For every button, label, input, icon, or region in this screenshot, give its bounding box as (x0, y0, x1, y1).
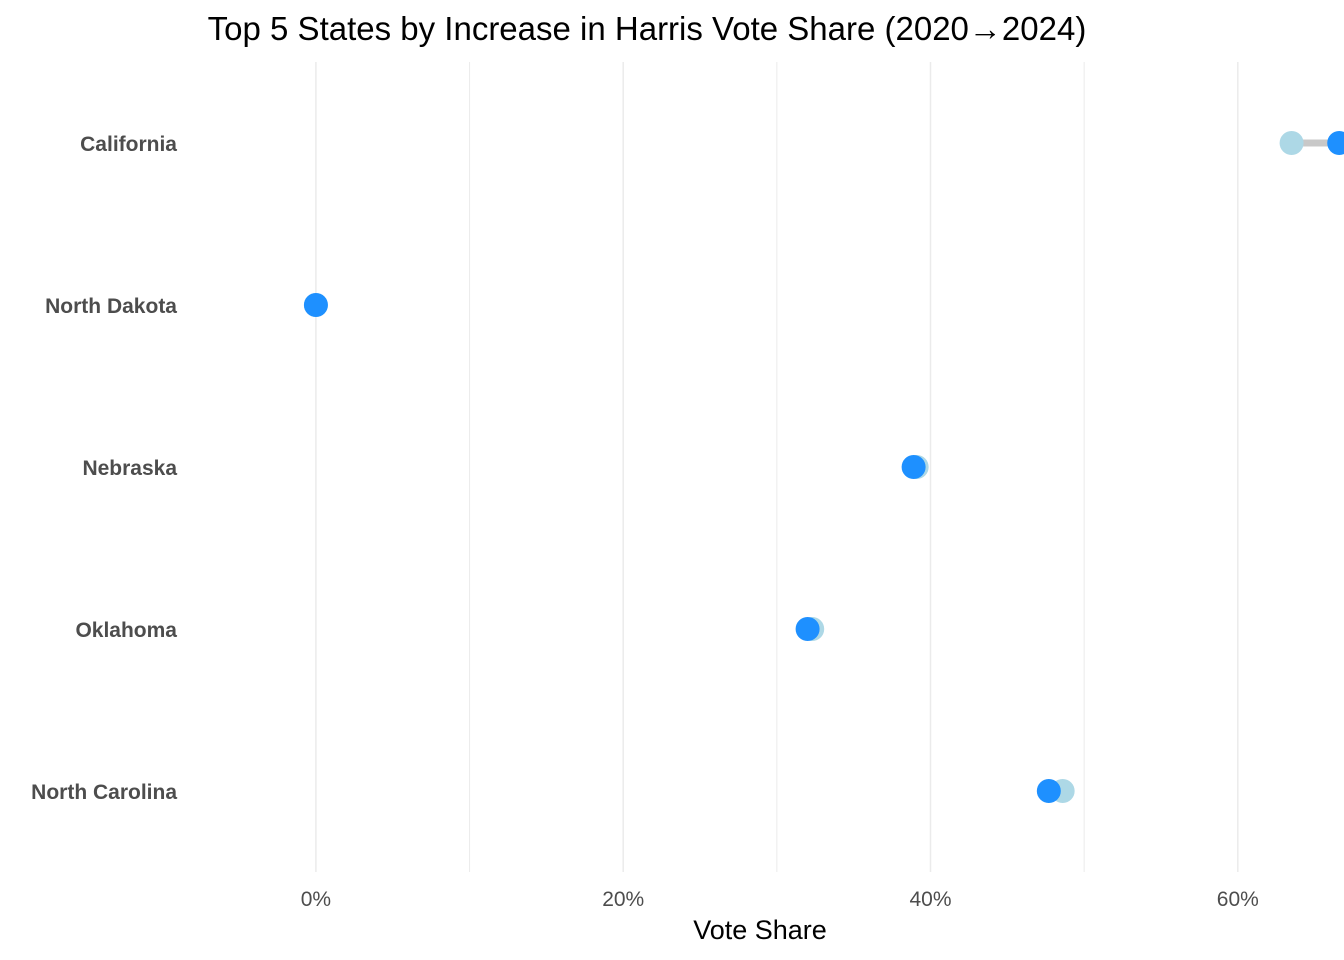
grid-layer (316, 62, 1238, 872)
category-label: California (80, 133, 177, 156)
x-tick-labels: 0% 20% 40% 60% (301, 888, 1259, 911)
start-point (1280, 131, 1304, 155)
end-point (1037, 779, 1061, 803)
end-point (796, 617, 820, 641)
end-point (902, 455, 926, 479)
point-layer (304, 131, 1344, 803)
x-tick-label: 40% (909, 888, 951, 911)
category-label: Oklahoma (75, 619, 177, 642)
x-tick-label: 60% (1217, 888, 1259, 911)
x-tick-label: 0% (301, 888, 331, 911)
category-label: North Dakota (45, 295, 177, 318)
x-tick-label: 20% (602, 888, 644, 911)
category-labels: California North Dakota Nebraska Oklahoma No… (31, 133, 177, 804)
x-axis-title: Vote Share (693, 915, 827, 945)
end-point (304, 293, 328, 317)
end-point (1327, 131, 1344, 155)
chart-title: Top 5 States by Increase in Harris Vote … (208, 10, 1087, 47)
category-label: Nebraska (82, 457, 177, 480)
category-label: North Carolina (31, 781, 177, 804)
